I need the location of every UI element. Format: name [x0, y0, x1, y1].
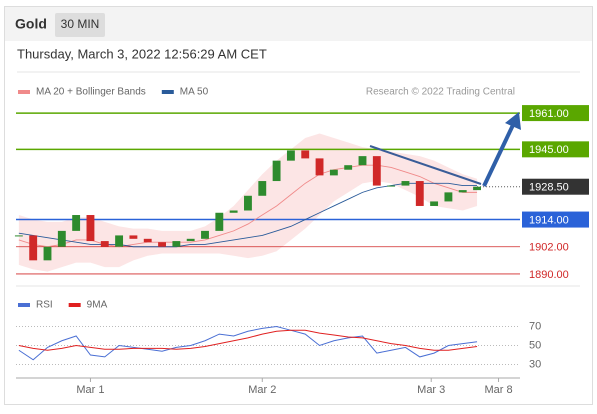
legend-swatch	[18, 303, 30, 307]
candle	[115, 235, 124, 247]
legend-swatch	[161, 90, 174, 94]
candle	[430, 201, 439, 206]
credit: Research © 2022 Trading Central	[366, 87, 515, 98]
candle	[272, 160, 281, 182]
ma-line	[18, 164, 478, 248]
x-tick-label: Mar 1	[76, 384, 104, 396]
candle	[201, 230, 209, 239]
y-tick-label: 50	[529, 339, 541, 351]
candle	[14, 235, 23, 237]
forecast-arrow	[482, 124, 515, 187]
candle	[186, 238, 195, 242]
level-label: 1890.00	[529, 269, 569, 281]
level-label: 1914.00	[529, 214, 569, 226]
y-tick-label: 70	[529, 320, 541, 332]
level-box	[522, 105, 589, 122]
trend-line	[369, 145, 482, 185]
candle	[329, 169, 338, 176]
candle	[301, 150, 310, 159]
candle	[444, 192, 453, 202]
level-label: 1928.50	[529, 182, 569, 194]
annotations	[369, 112, 521, 187]
candle	[158, 242, 166, 247]
candle	[100, 241, 109, 247]
candle	[344, 165, 353, 170]
interval[interactable]: 30 MIN	[61, 17, 100, 31]
level-box	[522, 141, 589, 158]
title: Gold	[15, 16, 47, 32]
level-box	[522, 178, 589, 195]
level-label: 1945.00	[529, 144, 569, 156]
ma-line	[18, 182, 478, 248]
candle	[358, 156, 367, 166]
legend-label: 9MA	[87, 300, 108, 311]
level-label: 1902.00	[529, 242, 569, 254]
candle	[86, 215, 95, 242]
candle	[229, 210, 238, 213]
legend-label: MA 50	[180, 87, 209, 98]
candle	[57, 230, 66, 247]
candle	[43, 246, 52, 261]
date: Thursday, March 3, 2022 12:56:29 AM CET	[17, 46, 267, 61]
legend-label: MA 20 + Bollinger Bands	[36, 87, 146, 98]
candle	[129, 235, 138, 239]
x-tick-label: Mar 8	[484, 384, 512, 396]
indicator-line	[18, 329, 478, 351]
candle	[258, 181, 267, 196]
legend-label: RSI	[36, 300, 53, 311]
candle	[29, 235, 38, 261]
candle	[415, 181, 424, 206]
candle	[401, 181, 410, 186]
legend-swatch	[18, 90, 30, 94]
candle	[315, 158, 324, 176]
indicator-line	[18, 325, 478, 361]
level-box	[522, 211, 589, 228]
interval-badge[interactable]	[55, 13, 105, 37]
frame	[4, 6, 593, 405]
arrow-head	[505, 112, 521, 130]
x-tick-label: Mar 3	[417, 384, 445, 396]
candle	[172, 241, 181, 247]
candle	[143, 238, 152, 243]
level-label: 1961.00	[529, 108, 569, 120]
candle	[473, 186, 481, 191]
candle	[286, 150, 295, 161]
x-tick-label: Mar 2	[248, 384, 276, 396]
candle	[72, 215, 81, 231]
y-tick-label: 30	[529, 358, 541, 370]
candle	[215, 212, 224, 231]
legend-swatch	[68, 303, 81, 307]
candle	[372, 156, 381, 186]
candle	[458, 190, 467, 193]
candle	[387, 185, 396, 187]
candle	[244, 195, 252, 211]
